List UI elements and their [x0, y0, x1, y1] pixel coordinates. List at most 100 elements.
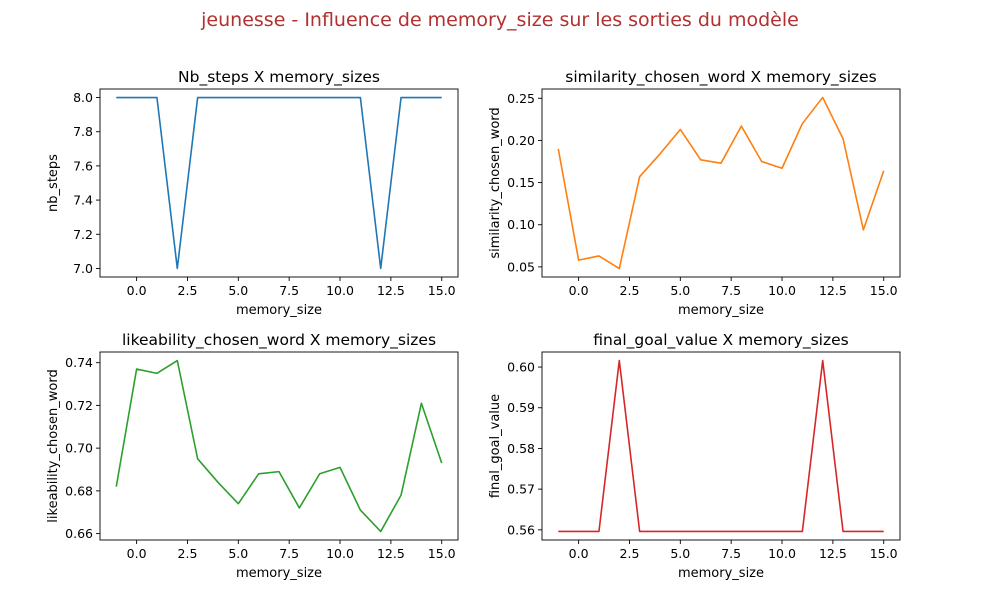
data-point	[257, 96, 260, 99]
data-point	[699, 158, 702, 161]
data-point	[176, 359, 179, 362]
x-tick-label: 12.5	[377, 283, 405, 298]
x-axis-label: memory_size	[678, 566, 764, 581]
x-tick-label: 2.5	[620, 546, 640, 561]
y-tick-label: 0.56	[507, 522, 535, 537]
y-tick-label: 0.68	[65, 483, 93, 498]
y-tick-label: 0.70	[65, 441, 93, 456]
data-point	[842, 137, 845, 140]
data-point	[801, 530, 804, 533]
y-axis-label: nb_steps	[46, 154, 61, 212]
data-point	[318, 472, 321, 475]
data-point	[237, 96, 240, 99]
y-tick-label: 0.25	[507, 91, 535, 106]
data-point	[278, 96, 281, 99]
data-point	[760, 530, 763, 533]
data-point	[740, 125, 743, 128]
subplot-title: likeability_chosen_word X memory_sizes	[122, 331, 436, 350]
x-tick-label: 12.5	[819, 283, 847, 298]
y-tick-label: 0.57	[507, 482, 535, 497]
y-tick-label: 8.0	[73, 90, 93, 105]
data-point	[359, 96, 362, 99]
data-point	[557, 530, 560, 533]
data-point	[155, 372, 158, 375]
data-point	[720, 162, 723, 165]
x-tick-label: 10.0	[326, 283, 354, 298]
data-point	[658, 530, 661, 533]
data-point	[557, 147, 560, 150]
figure-suptitle: jeunesse - Influence de memory_size sur …	[201, 9, 799, 31]
data-point	[842, 530, 845, 533]
x-tick-label: 5.0	[670, 546, 690, 561]
y-tick-label: 7.6	[73, 158, 93, 173]
x-tick-label: 10.0	[768, 283, 796, 298]
subplot-title: Nb_steps X memory_sizes	[178, 68, 380, 87]
data-point	[359, 509, 362, 512]
series-line	[116, 96, 442, 270]
data-point	[176, 267, 179, 270]
data-point	[760, 160, 763, 163]
y-tick-label: 0.10	[507, 217, 535, 232]
data-point	[420, 402, 423, 405]
data-point	[298, 96, 301, 99]
data-point	[115, 485, 118, 488]
data-point	[679, 128, 682, 131]
data-point	[720, 530, 723, 533]
x-tick-label: 10.0	[326, 546, 354, 561]
data-point	[420, 96, 423, 99]
x-tick-label: 7.5	[279, 283, 299, 298]
y-tick-label: 0.66	[65, 526, 93, 541]
data-point	[318, 96, 321, 99]
y-tick-label: 0.74	[65, 355, 93, 370]
data-point	[597, 530, 600, 533]
data-point	[821, 359, 824, 362]
x-tick-label: 15.0	[428, 283, 456, 298]
x-tick-label: 2.5	[620, 283, 640, 298]
data-point	[339, 96, 342, 99]
data-point	[196, 457, 199, 460]
data-point	[801, 122, 804, 125]
data-point	[278, 470, 281, 473]
y-tick-label: 7.0	[73, 261, 93, 276]
subplot-title: final_goal_value X memory_sizes	[593, 331, 848, 350]
data-point	[740, 530, 743, 533]
data-point	[577, 259, 580, 262]
series-line	[558, 359, 884, 533]
data-point	[618, 267, 621, 270]
y-tick-label: 7.8	[73, 124, 93, 139]
data-point	[379, 530, 382, 533]
data-point	[821, 96, 824, 99]
x-tick-label: 2.5	[178, 546, 198, 561]
data-point	[135, 96, 138, 99]
data-point	[216, 96, 219, 99]
series-line	[557, 96, 885, 270]
y-tick-label: 0.72	[65, 398, 93, 413]
x-tick-label: 0.0	[569, 546, 589, 561]
data-point	[638, 175, 641, 178]
x-tick-label: 0.0	[127, 546, 147, 561]
x-tick-label: 10.0	[768, 546, 796, 561]
data-point	[400, 96, 403, 99]
data-point	[237, 502, 240, 505]
data-point	[400, 494, 403, 497]
x-tick-label: 0.0	[127, 283, 147, 298]
x-axis-label: memory_size	[678, 303, 764, 318]
data-point	[781, 530, 784, 533]
y-tick-label: 0.15	[507, 175, 535, 190]
x-axis-label: memory_size	[236, 303, 322, 318]
data-point	[155, 96, 158, 99]
y-tick-label: 7.2	[73, 227, 93, 242]
plot-frame	[541, 351, 901, 541]
y-tick-label: 0.20	[507, 133, 535, 148]
data-point	[699, 530, 702, 533]
data-point	[339, 466, 342, 469]
x-tick-label: 12.5	[377, 546, 405, 561]
y-tick-label: 0.60	[507, 360, 535, 375]
series-line	[115, 359, 443, 533]
y-tick-label: 0.58	[507, 441, 535, 456]
data-point	[597, 254, 600, 257]
y-tick-label: 7.4	[73, 193, 93, 208]
data-point	[781, 167, 784, 170]
